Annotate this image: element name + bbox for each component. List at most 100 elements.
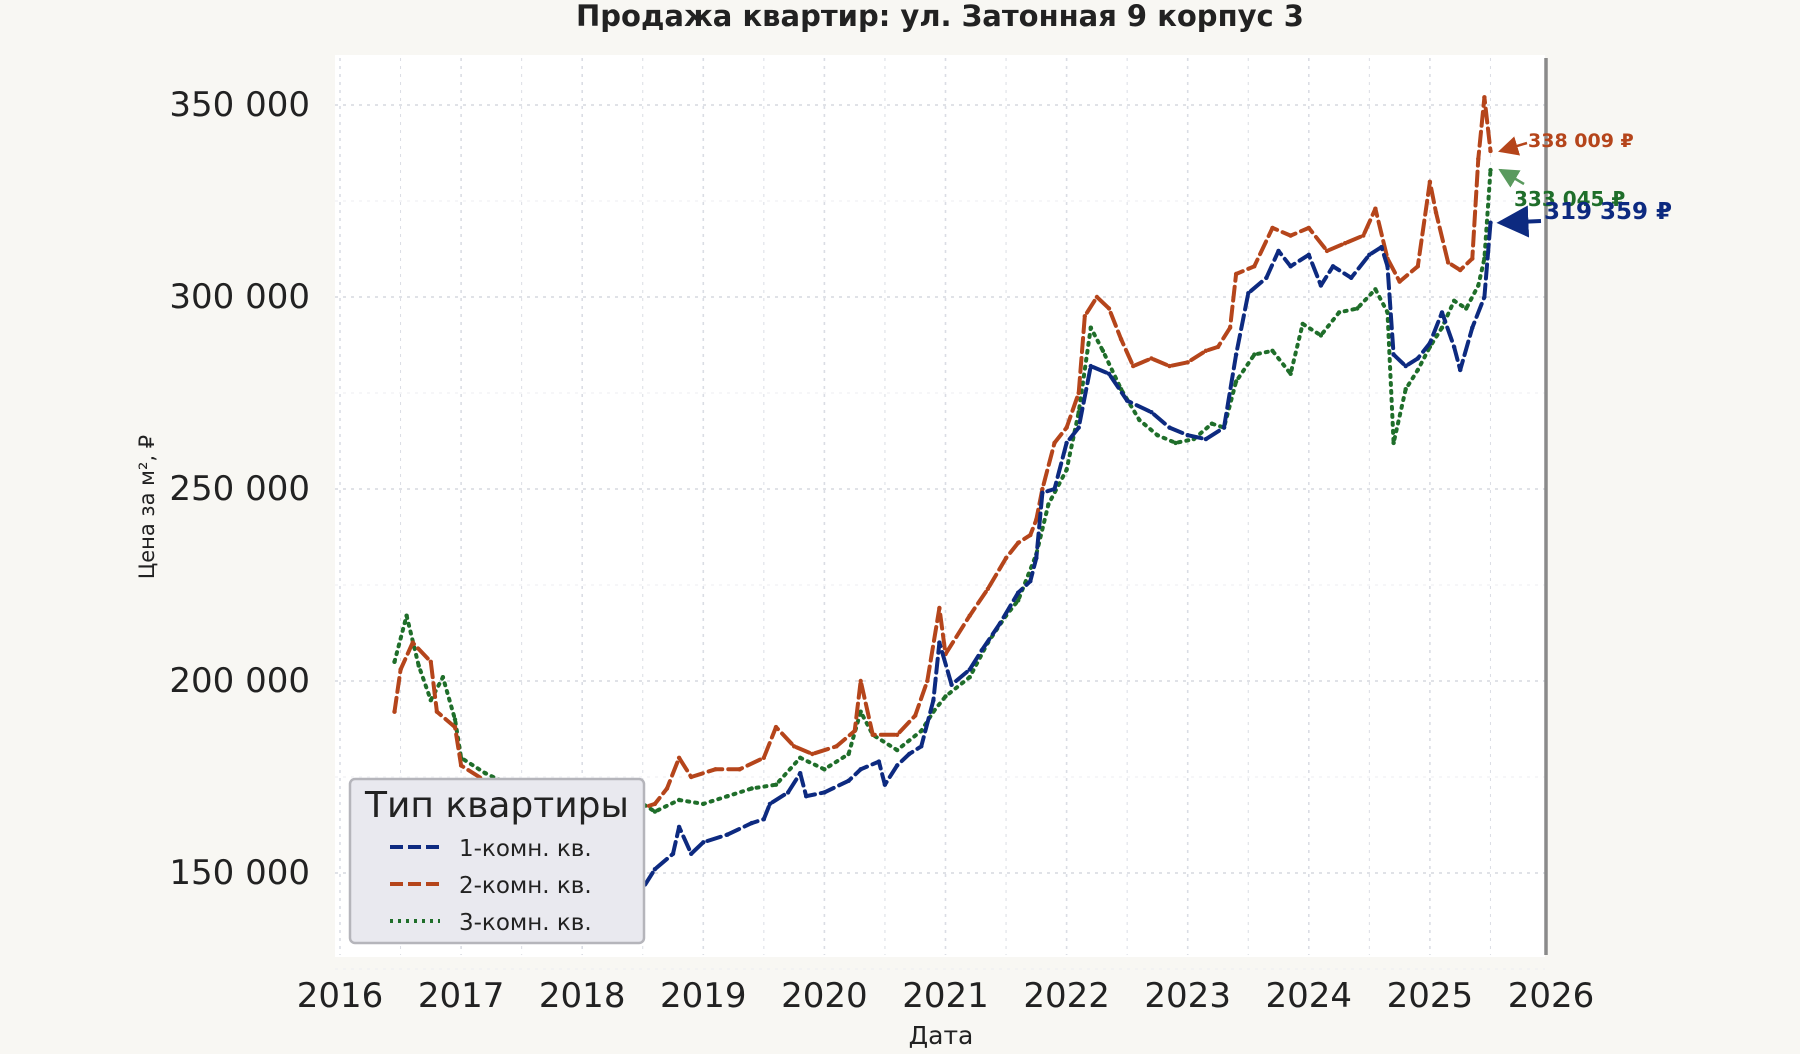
- series-point-1: [761, 817, 766, 822]
- legend-box: [348, 777, 646, 945]
- series-point-2: [1482, 95, 1487, 100]
- series-point-3: [1252, 352, 1257, 357]
- series-point-2: [985, 586, 991, 591]
- series-point-2: [1118, 337, 1124, 342]
- series-point-1: [876, 759, 882, 764]
- series-point-2: [398, 667, 403, 672]
- legend-label-2: 2-комн. кв.: [459, 873, 592, 899]
- series-point-3: [1300, 321, 1305, 327]
- x-tick-label: 2020: [781, 976, 868, 1016]
- series-point-2: [773, 724, 779, 730]
- series-point-2: [1427, 179, 1433, 184]
- series-point-2: [1415, 264, 1421, 269]
- series-point-1: [1088, 363, 1094, 369]
- series-point-1: [701, 840, 706, 845]
- series-point-2: [1082, 314, 1088, 319]
- series-point-1: [1233, 352, 1239, 357]
- series-point-2: [925, 678, 930, 684]
- series-point-2: [834, 744, 839, 749]
- series-point-3: [1488, 167, 1493, 173]
- series-point-1: [822, 790, 827, 795]
- series-point-1: [1349, 275, 1354, 280]
- series-point-1: [1276, 248, 1281, 254]
- series-point-1: [1288, 264, 1293, 269]
- series-point-1: [967, 667, 972, 672]
- series-point-1: [1016, 590, 1021, 595]
- series-point-3: [943, 694, 948, 699]
- x-tick-label: 2018: [539, 976, 626, 1016]
- series-point-3: [749, 786, 754, 791]
- series-point-1: [1451, 344, 1457, 350]
- x-tick-label: 2021: [902, 976, 989, 1016]
- series-point-3: [858, 709, 863, 714]
- series-point-1: [1488, 220, 1493, 225]
- series-point-2: [1373, 206, 1378, 211]
- series-point-3: [416, 663, 421, 668]
- series-point-2: [1476, 156, 1481, 161]
- series-point-2: [791, 744, 797, 749]
- series-point-2: [1433, 210, 1439, 215]
- series-point-1: [1203, 436, 1209, 442]
- series-point-3: [1088, 325, 1094, 330]
- series-point-3: [1209, 421, 1215, 426]
- series-point-1: [1185, 433, 1190, 438]
- series-point-3: [1288, 371, 1293, 376]
- legend-label-1: 1-комн. кв.: [459, 836, 592, 862]
- series-point-1: [1427, 340, 1433, 346]
- series-point-3: [919, 728, 924, 734]
- series-point-3: [894, 747, 900, 753]
- series-point-3: [652, 809, 658, 814]
- series-point-1: [1379, 244, 1384, 250]
- series-point-2: [1076, 390, 1081, 396]
- series-point-1: [997, 621, 1003, 626]
- series-point-1: [1034, 555, 1039, 561]
- series-point-2: [1215, 344, 1221, 350]
- series-point-1: [1149, 410, 1154, 415]
- x-axis-label: Дата: [909, 1021, 974, 1050]
- series-point-1: [1040, 490, 1045, 495]
- series-point-2: [1488, 148, 1493, 154]
- series-point-3: [1385, 310, 1390, 315]
- series-point-3: [822, 767, 827, 772]
- legend-title: Тип квартиры: [364, 785, 629, 826]
- end-label-1: 319 359 ₽: [1544, 199, 1672, 225]
- series-point-2: [810, 751, 815, 757]
- series-point-2: [1306, 225, 1312, 231]
- series-point-2: [452, 724, 458, 730]
- end-labels: 338 009 ₽ 333 045 ₽319 359 ₽: [1496, 130, 1672, 238]
- series-point-1: [1385, 264, 1390, 269]
- series-point-2: [689, 774, 694, 780]
- series-point-2: [1003, 555, 1009, 561]
- series-point-2: [1342, 241, 1348, 246]
- series-point-2: [1324, 248, 1330, 254]
- series-point-2: [1064, 425, 1069, 430]
- series-point-3: [1391, 440, 1396, 446]
- series-point-2: [1040, 486, 1045, 492]
- series-point-1: [1318, 283, 1324, 288]
- series-point-2: [1034, 517, 1039, 522]
- series-point-2: [1233, 271, 1239, 277]
- end-label-arrow-1: [1496, 205, 1542, 238]
- y-tick-label: 150 000: [169, 853, 310, 893]
- series-point-2: [1288, 233, 1293, 238]
- series-point-3: [725, 794, 730, 799]
- series-point-3: [1233, 379, 1239, 384]
- series-point-2: [1028, 532, 1033, 538]
- series-point-2: [937, 605, 942, 611]
- series-point-1: [1403, 363, 1408, 369]
- series-point-3: [1046, 502, 1051, 507]
- x-tick-label: 2019: [660, 976, 747, 1016]
- grid: [335, 58, 1545, 970]
- series-point-1: [1458, 367, 1463, 373]
- series-point-3: [483, 771, 488, 776]
- series-point-2: [1227, 325, 1233, 330]
- series-point-3: [1155, 433, 1160, 438]
- series-point-1: [949, 682, 954, 687]
- series-point-3: [428, 698, 433, 703]
- series-point-2: [1094, 294, 1100, 300]
- series-point-3: [773, 782, 779, 787]
- series-point-2: [1149, 356, 1154, 361]
- series-point-1: [725, 832, 730, 837]
- series-point-2: [1270, 225, 1275, 231]
- series-point-1: [749, 820, 754, 826]
